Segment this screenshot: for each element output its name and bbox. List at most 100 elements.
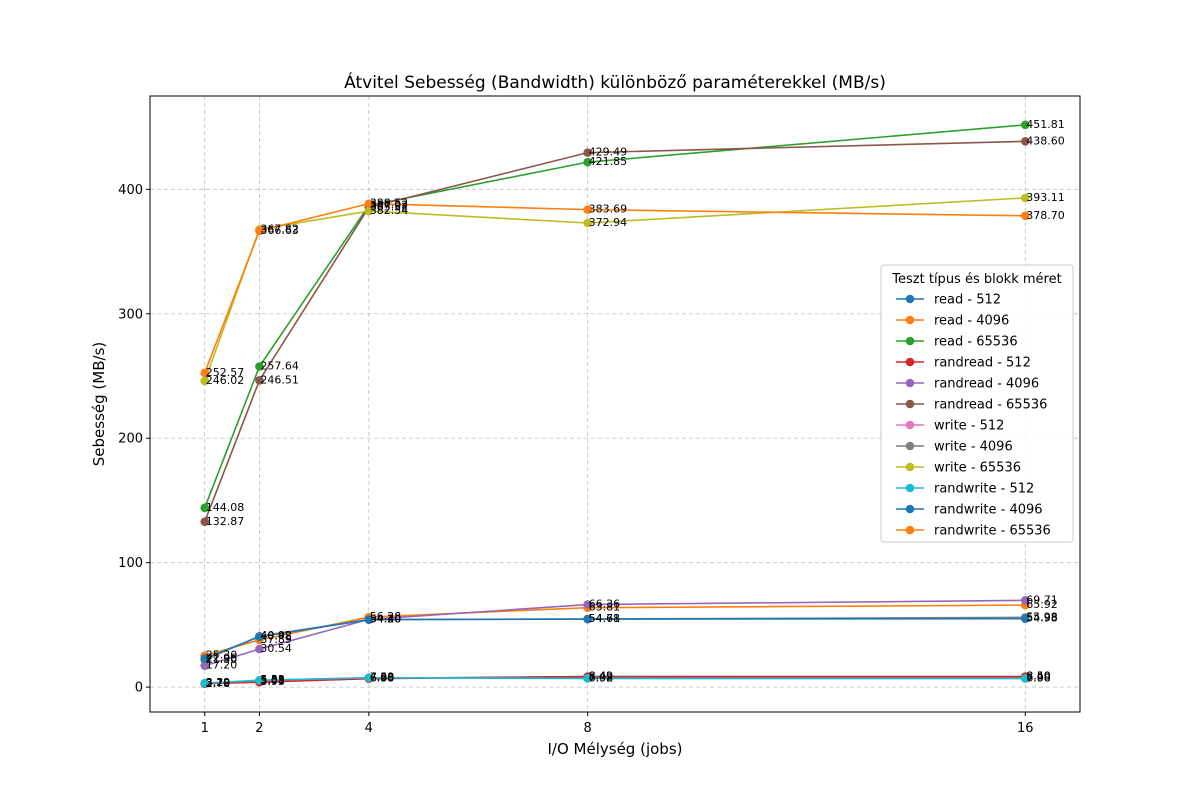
legend-label: read - 512 <box>934 293 1001 308</box>
data-label: 6.98 <box>589 671 614 684</box>
x-axis-ticks: 1 2 4 8 16 <box>201 712 1034 736</box>
data-label: 3.20 <box>206 676 231 689</box>
legend-swatch-marker <box>905 504 915 514</box>
data-label: 54.40 <box>370 612 402 625</box>
legend-label: write - 512 <box>934 419 1004 434</box>
data-label: 3.19 <box>206 676 231 689</box>
legend-swatch-marker <box>905 420 915 430</box>
data-label: 54.30 <box>370 613 402 626</box>
legend-title: Teszt típus és blokk méret <box>891 272 1061 287</box>
data-point <box>364 615 374 624</box>
legend-label: randread - 4096 <box>934 377 1039 392</box>
data-label: 54.20 <box>370 613 402 626</box>
legend-item: randwrite - 512 <box>896 482 1034 497</box>
data-point <box>255 362 264 371</box>
legend-swatch-marker <box>905 357 915 367</box>
legend-label: randread - 512 <box>934 356 1031 371</box>
data-label: 30.54 <box>260 642 292 655</box>
plot-frame <box>149 95 1081 713</box>
data-point <box>1020 614 1030 623</box>
data-point <box>1020 120 1030 130</box>
x-tick-label: 4 <box>365 721 373 736</box>
data-label: 7.60 <box>370 671 395 684</box>
data-label: 37.89 <box>260 633 292 646</box>
data-label: 372.94 <box>589 216 628 229</box>
legend-label: write - 4096 <box>934 440 1013 455</box>
legend-item: write - 512 <box>896 419 1004 434</box>
series-randwrite-4096 <box>200 614 1030 663</box>
y-tick-label: 100 <box>118 556 143 571</box>
data-point <box>200 376 210 386</box>
legend-item: read - 4096 <box>896 314 1009 329</box>
legend-label: write - 65536 <box>934 461 1021 476</box>
y-axis-ticks: 0 100 200 300 400 <box>118 183 150 696</box>
data-label: 6.98 <box>1026 671 1051 684</box>
data-label: 7.53 <box>370 671 395 684</box>
data-point <box>583 148 592 157</box>
data-label: 388.52 <box>370 197 409 210</box>
legend-swatch-marker <box>905 315 915 325</box>
legend-item: randwrite - 4096 <box>896 503 1043 518</box>
data-point <box>255 644 264 654</box>
data-label: 21.90 <box>206 653 238 666</box>
legend-item: read - 512 <box>896 293 1001 308</box>
chart-title: Átvitel Sebesség (Bandwidth) különböző p… <box>344 71 886 93</box>
data-label: 387.02 <box>370 198 409 211</box>
legend-swatch-marker <box>905 441 915 451</box>
data-point <box>255 675 264 685</box>
data-point <box>583 218 592 228</box>
legend-label: randwrite - 4096 <box>934 503 1043 518</box>
legend-swatch-marker <box>905 294 915 304</box>
data-point <box>255 226 264 236</box>
data-label: 382.54 <box>370 204 409 217</box>
data-label: 65.92 <box>1026 598 1058 611</box>
legend-box <box>880 264 1074 543</box>
data-label: 63.81 <box>589 601 621 614</box>
data-point <box>364 206 374 216</box>
data-label: 3.93 <box>260 675 285 688</box>
data-point <box>200 503 210 513</box>
data-label: 8.42 <box>589 670 614 683</box>
data-label: 257.64 <box>260 359 299 372</box>
data-label: 2.72 <box>206 677 231 690</box>
data-label: 7.00 <box>1026 671 1051 684</box>
legend-item: randread - 4096 <box>896 377 1039 392</box>
data-point <box>1020 211 1030 221</box>
data-point <box>255 632 264 642</box>
data-label: 40.92 <box>260 629 292 642</box>
data-label: 393.11 <box>1026 191 1065 204</box>
legend-item: randwrite - 65536 <box>896 524 1051 539</box>
data-point <box>1020 674 1030 683</box>
legend-label: randwrite - 65536 <box>934 524 1051 539</box>
data-label: 421.85 <box>589 155 628 168</box>
data-point <box>200 678 210 688</box>
data-label: 144.08 <box>206 501 245 514</box>
legend-label: read - 4096 <box>934 314 1009 329</box>
series-randwrite-512 <box>200 673 1030 688</box>
data-label: 54.98 <box>1026 612 1058 625</box>
data-label: 66.36 <box>589 598 621 611</box>
y-tick-label: 400 <box>118 183 143 198</box>
x-axis-label: I/O Mélység (jobs) <box>548 740 683 758</box>
data-label: 6.98 <box>370 671 395 684</box>
data-label: 246.51 <box>260 373 299 386</box>
data-point <box>583 600 592 609</box>
data-label: 246.02 <box>206 374 245 387</box>
data-label: 366.63 <box>260 224 299 237</box>
data-label: 383.69 <box>589 203 628 216</box>
data-label: 7.02 <box>589 671 614 684</box>
series-layer <box>200 120 1030 689</box>
data-point <box>583 205 592 214</box>
data-label: 55.98 <box>1026 610 1058 623</box>
y-axis-label: Sebesség (MB/s) <box>90 342 108 466</box>
legend-swatch-marker <box>905 525 915 535</box>
y-tick-label: 0 <box>135 681 143 696</box>
data-label: 69.71 <box>1026 593 1058 606</box>
legend-item: write - 65536 <box>896 461 1021 476</box>
legend-swatch-marker <box>905 399 915 409</box>
data-label: 132.87 <box>206 515 245 528</box>
data-label: 367.82 <box>260 222 299 235</box>
data-label: 385.52 <box>370 200 409 213</box>
legend-item: randread - 512 <box>896 356 1031 371</box>
